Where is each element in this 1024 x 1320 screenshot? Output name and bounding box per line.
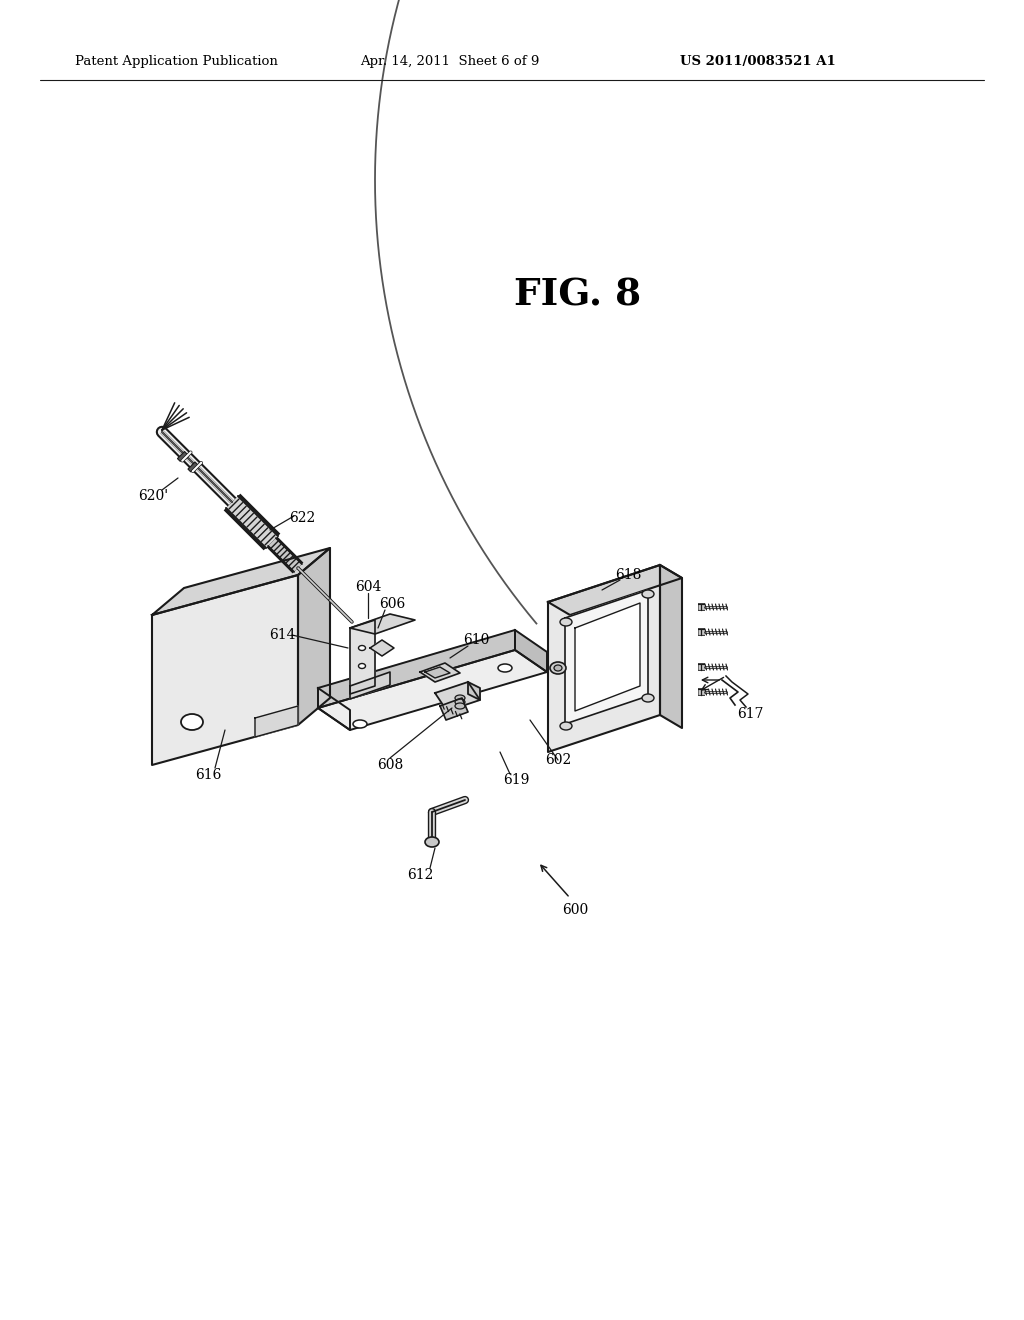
Text: 612: 612 <box>407 869 433 882</box>
Polygon shape <box>440 698 468 719</box>
Bar <box>177 451 187 462</box>
Ellipse shape <box>358 664 366 668</box>
Bar <box>188 462 198 471</box>
Ellipse shape <box>425 837 439 847</box>
Polygon shape <box>370 640 394 656</box>
Polygon shape <box>152 548 330 615</box>
Ellipse shape <box>455 700 465 705</box>
Polygon shape <box>420 663 460 682</box>
Text: Apr. 14, 2011  Sheet 6 of 9: Apr. 14, 2011 Sheet 6 of 9 <box>360 55 540 69</box>
Text: 619: 619 <box>503 774 529 787</box>
Polygon shape <box>318 688 350 730</box>
Polygon shape <box>548 565 682 615</box>
Text: FIG. 8: FIG. 8 <box>514 276 642 314</box>
Polygon shape <box>435 682 480 711</box>
Text: US 2011/0083521 A1: US 2011/0083521 A1 <box>680 55 836 69</box>
Polygon shape <box>350 672 390 700</box>
Ellipse shape <box>358 645 366 651</box>
Polygon shape <box>255 706 298 737</box>
Polygon shape <box>575 603 640 711</box>
Polygon shape <box>468 682 480 700</box>
Text: 600: 600 <box>562 903 588 917</box>
Text: 604: 604 <box>354 579 381 594</box>
Polygon shape <box>548 565 660 752</box>
Ellipse shape <box>560 722 572 730</box>
Polygon shape <box>660 565 682 729</box>
Ellipse shape <box>554 665 562 671</box>
Ellipse shape <box>455 696 465 701</box>
Text: 610: 610 <box>463 634 489 647</box>
Polygon shape <box>565 590 648 723</box>
Polygon shape <box>350 620 375 694</box>
Text: 618: 618 <box>614 568 641 582</box>
Text: 622: 622 <box>289 511 315 525</box>
Ellipse shape <box>550 663 566 675</box>
Text: 617: 617 <box>736 708 763 721</box>
Ellipse shape <box>455 704 465 709</box>
Text: 616: 616 <box>195 768 221 781</box>
Ellipse shape <box>642 590 654 598</box>
Ellipse shape <box>353 719 367 729</box>
Text: 608: 608 <box>377 758 403 772</box>
Text: Patent Application Publication: Patent Application Publication <box>75 55 278 69</box>
Ellipse shape <box>181 714 203 730</box>
Ellipse shape <box>498 664 512 672</box>
Polygon shape <box>152 576 298 766</box>
Polygon shape <box>350 614 415 634</box>
Text: 606: 606 <box>379 597 406 611</box>
Polygon shape <box>515 630 547 672</box>
Ellipse shape <box>560 618 572 626</box>
Text: 620': 620' <box>138 488 168 503</box>
Text: 602: 602 <box>545 752 571 767</box>
Polygon shape <box>318 649 547 730</box>
Text: 614: 614 <box>268 628 295 642</box>
Polygon shape <box>318 630 515 708</box>
Ellipse shape <box>642 694 654 702</box>
Polygon shape <box>425 667 450 678</box>
Polygon shape <box>298 548 330 725</box>
